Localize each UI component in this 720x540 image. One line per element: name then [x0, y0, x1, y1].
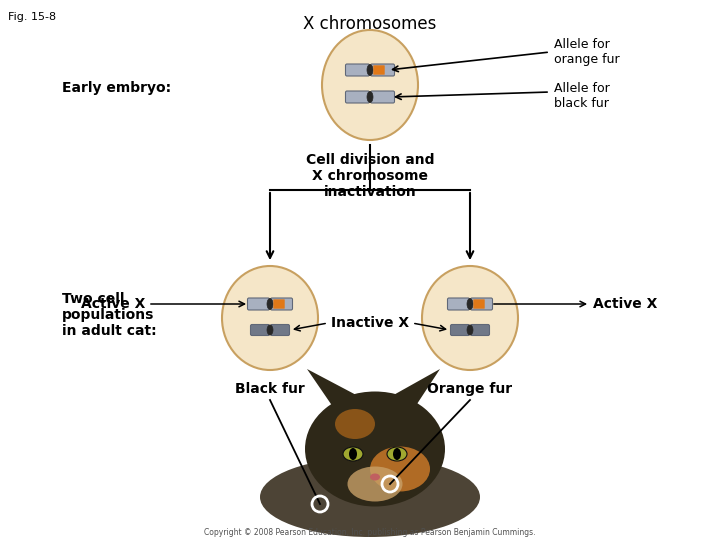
Ellipse shape [267, 325, 273, 335]
FancyBboxPatch shape [470, 298, 492, 310]
Ellipse shape [349, 448, 357, 460]
Ellipse shape [422, 266, 518, 370]
Ellipse shape [222, 266, 318, 370]
Text: Early embryo:: Early embryo: [62, 81, 171, 95]
Ellipse shape [335, 409, 375, 439]
FancyBboxPatch shape [274, 300, 284, 308]
Text: Fig. 15-8: Fig. 15-8 [8, 12, 56, 22]
FancyBboxPatch shape [248, 298, 269, 310]
FancyBboxPatch shape [346, 64, 369, 76]
Polygon shape [307, 369, 360, 407]
Ellipse shape [393, 448, 401, 460]
FancyBboxPatch shape [271, 298, 292, 310]
Text: Allele for
orange fur: Allele for orange fur [554, 38, 620, 66]
FancyBboxPatch shape [470, 325, 490, 335]
Ellipse shape [267, 299, 273, 309]
FancyBboxPatch shape [448, 298, 469, 310]
Ellipse shape [305, 392, 445, 507]
Ellipse shape [467, 325, 473, 335]
FancyBboxPatch shape [371, 64, 395, 76]
Ellipse shape [260, 457, 480, 537]
FancyBboxPatch shape [271, 325, 289, 335]
Text: Black fur: Black fur [235, 382, 305, 396]
Text: Active X: Active X [593, 297, 657, 311]
Ellipse shape [370, 447, 430, 491]
Text: Cell division and
X chromosome
inactivation: Cell division and X chromosome inactivat… [306, 153, 434, 199]
FancyBboxPatch shape [346, 91, 369, 103]
Text: Inactive X: Inactive X [331, 316, 409, 330]
FancyBboxPatch shape [374, 65, 384, 75]
Ellipse shape [467, 299, 473, 309]
Ellipse shape [240, 404, 500, 530]
Ellipse shape [367, 91, 373, 103]
FancyBboxPatch shape [371, 91, 395, 103]
Text: Orange fur: Orange fur [428, 382, 513, 396]
Ellipse shape [367, 64, 373, 76]
Ellipse shape [322, 30, 418, 140]
Text: Two cell
populations
in adult cat:: Two cell populations in adult cat: [62, 292, 157, 338]
FancyBboxPatch shape [451, 325, 469, 335]
Text: Active X: Active X [81, 297, 145, 311]
Ellipse shape [343, 447, 363, 461]
FancyBboxPatch shape [474, 300, 485, 308]
Ellipse shape [370, 474, 380, 481]
Ellipse shape [387, 447, 407, 461]
Ellipse shape [348, 467, 402, 502]
Text: Copyright © 2008 Pearson Education, Inc. publishing as Pearson Benjamin Cummings: Copyright © 2008 Pearson Education, Inc.… [204, 528, 536, 537]
Text: Allele for
black fur: Allele for black fur [554, 82, 610, 110]
Polygon shape [390, 369, 440, 407]
FancyBboxPatch shape [251, 325, 269, 335]
Text: X chromosomes: X chromosomes [303, 15, 437, 33]
